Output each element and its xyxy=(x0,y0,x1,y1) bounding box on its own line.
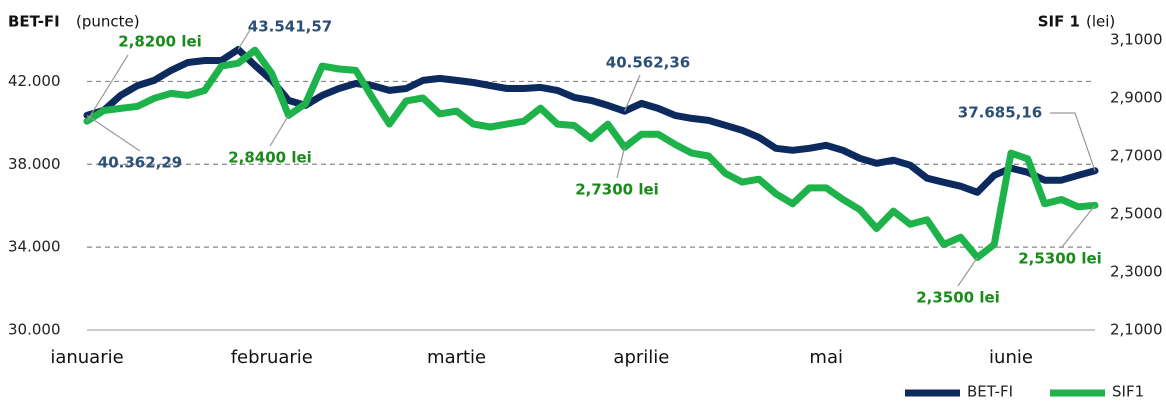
x-tick-label: ianuarie xyxy=(50,347,123,368)
y-tick-label: 42.000 xyxy=(8,72,61,90)
data-label: 37.685,16 xyxy=(958,104,1042,122)
y2-tick-label: 2,7000 xyxy=(1110,147,1163,165)
y2-tick-label: 3,1000 xyxy=(1110,31,1163,49)
data-label: 2,8400 lei xyxy=(228,149,312,167)
y2-tick-label: 2,1000 xyxy=(1110,321,1163,339)
y2-tick-label: 2,9000 xyxy=(1110,89,1163,107)
x-tick-label: februarie xyxy=(231,347,313,368)
y2-tick-label: 2,5000 xyxy=(1110,205,1163,223)
legend-label: SIF1 xyxy=(1112,383,1144,401)
leader-line xyxy=(957,257,978,287)
y-tick-label: 34.000 xyxy=(8,238,61,256)
y-axis-title: BET-FI xyxy=(8,13,60,31)
leader-line xyxy=(269,115,290,147)
leader-line xyxy=(616,147,626,179)
leader-line xyxy=(237,29,251,50)
data-label: 2,7300 lei xyxy=(575,181,659,199)
leader-line xyxy=(1050,112,1096,172)
data-label: 2,5300 lei xyxy=(1018,250,1102,268)
legend-label: BET-FI xyxy=(967,383,1013,401)
leader-line xyxy=(86,54,129,122)
x-tick-label: aprilie xyxy=(613,347,669,368)
leader-line xyxy=(624,74,641,112)
series-line xyxy=(83,46,1099,196)
y2-axis-title: SIF 1 xyxy=(1038,13,1080,31)
data-label: 40.362,29 xyxy=(98,154,182,172)
series-line xyxy=(83,46,1099,261)
y2-tick-label: 2,3000 xyxy=(1110,263,1163,281)
x-tick-label: iunie xyxy=(989,347,1033,368)
y-tick-label: 38.000 xyxy=(8,155,61,173)
leader-line xyxy=(86,114,141,152)
y-axis-unit: (puncte) xyxy=(76,13,140,31)
y-tick-label: 30.000 xyxy=(8,321,61,339)
data-label: 40.562,36 xyxy=(606,54,690,72)
x-tick-label: mai xyxy=(809,347,843,368)
x-tick-label: martie xyxy=(427,347,486,368)
leader-line xyxy=(1061,204,1096,248)
y2-axis-unit: (lei) xyxy=(1086,13,1115,31)
data-label: 2,3500 lei xyxy=(916,289,1000,307)
data-label: 2,8200 lei xyxy=(118,33,202,51)
data-label: 43.541,57 xyxy=(248,18,332,36)
